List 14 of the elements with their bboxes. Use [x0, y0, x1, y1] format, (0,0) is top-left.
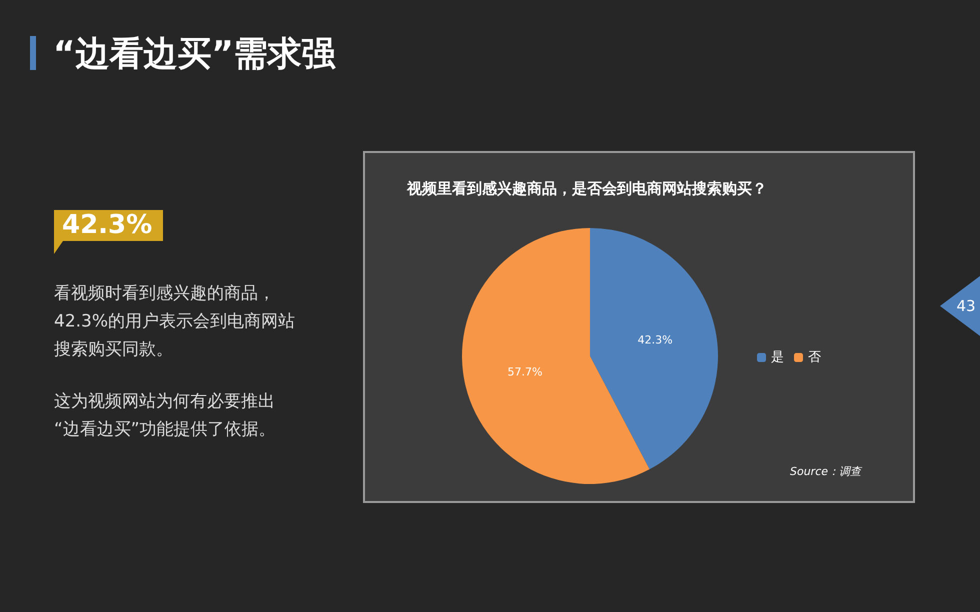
text: 42.3% — [62, 210, 152, 240]
text: 搜索购买同款。 — [54, 340, 173, 360]
data-label: 42.3% — [638, 333, 673, 346]
text: 看视频时看到感兴趣的商品， — [54, 284, 275, 304]
chart-title: “边看边买”需求强 — [53, 34, 337, 74]
text: 这为视频网站为何有必要推出 — [54, 392, 275, 412]
data-label: 57.7% — [507, 366, 542, 379]
legend-label: 是 — [771, 350, 784, 365]
source-note: Source：调查 — [790, 465, 864, 478]
legend-label: 否 — [808, 350, 821, 365]
text: 42.3%的用户表示会到电商网站 — [54, 312, 296, 332]
text: 43 — [956, 297, 976, 315]
chart-subtitle: 视频里看到感兴趣商品，是否会到电商网站搜索购买？ — [406, 180, 767, 198]
text: “边看边买”功能提供了依据。 — [54, 420, 276, 440]
